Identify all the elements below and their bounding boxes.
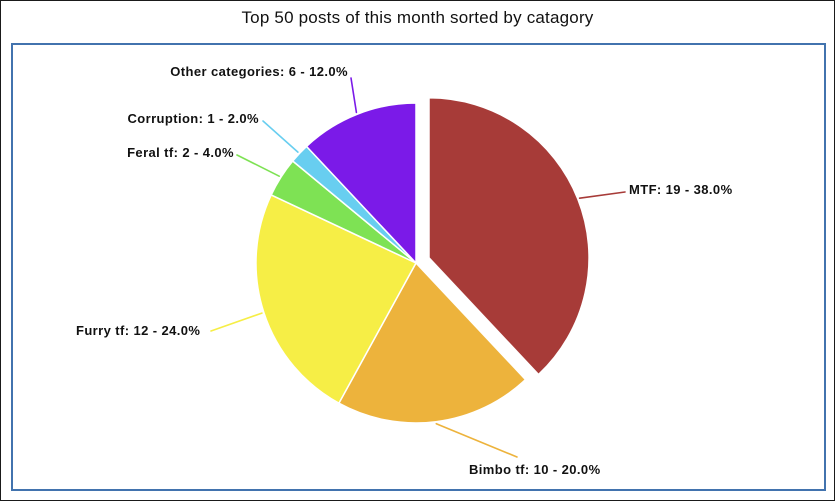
leader-line-bimbo-tf [435,422,518,458]
chart-title: Top 50 posts of this month sorted by cat… [241,8,594,27]
pie-slice-other-categories [305,102,417,264]
pie-slice-bimbo-tf [338,262,527,424]
leader-line-other-categories [350,77,358,114]
pie-slice-mtf [428,97,590,376]
leader-line-feral-tf [236,154,281,177]
leader-line-corruption [262,120,299,153]
leader-line-mtf [578,191,626,199]
leader-line-furry-tf [210,312,263,332]
pie-slice-furry-tf [255,194,417,404]
